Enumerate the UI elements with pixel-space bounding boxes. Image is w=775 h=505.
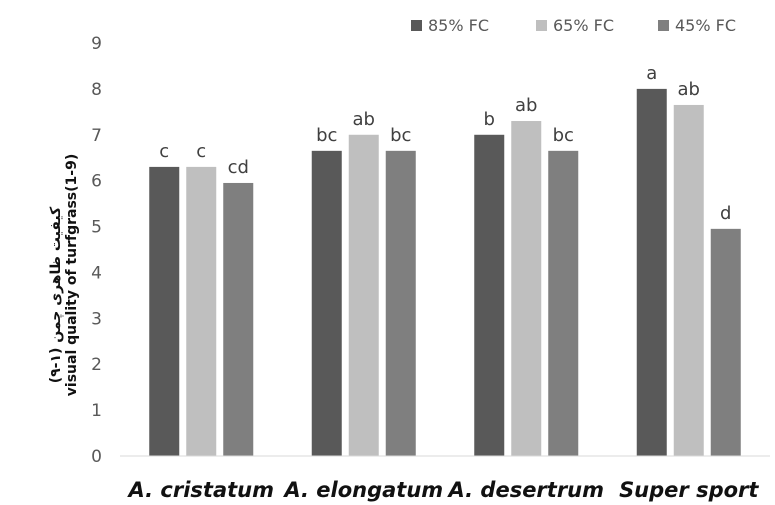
legend: 85% FC 65% FC 45% FC [411,16,736,35]
y-axis-title-fa: کیفیت ظاهری چمن (۱-۹) [48,206,64,383]
y-tick-label: 3 [91,309,102,329]
legend-swatch-85 [411,20,422,31]
bar [311,150,342,457]
legend-swatch-65 [536,20,547,31]
bar-significance-label: ab [678,79,700,100]
bar [348,134,379,456]
y-axis-title: کیفیت ظاهری چمن (۱-۹) visual quality of … [48,154,80,396]
bar-significance-label: bc [390,125,411,146]
bar-significance-label: a [646,63,657,84]
bar [636,88,667,456]
bar [149,166,180,456]
bar [385,150,416,457]
y-axis-ticks: 0 1 2 3 4 5 6 7 8 9 [91,34,102,467]
y-axis-title-en: visual quality of turfgrass(1-9) [64,154,80,396]
y-tick-label: 9 [91,34,102,54]
y-tick-label: 4 [91,263,102,283]
legend-swatch-45 [658,20,669,31]
bar-significance-label: ab [353,109,375,130]
bar-significance-label: bc [316,125,337,146]
bar [673,104,704,456]
bar-significance-label: b [484,109,495,130]
bar-significance-label: ab [515,95,537,116]
x-category-label: A. desertrum [446,478,604,502]
y-tick-label: 2 [91,355,102,375]
legend-label-65: 65% FC [553,16,614,35]
bar [223,182,254,456]
bar [710,228,741,456]
legend-label-45: 45% FC [675,16,736,35]
bar [474,134,505,456]
y-tick-label: 8 [91,80,102,100]
bar-significance-label: bc [553,125,574,146]
bar-significance-label: d [720,203,731,224]
bar-significance-label: c [196,141,206,162]
y-tick-label: 6 [91,172,102,192]
bars [149,88,741,457]
legend-label-85: 85% FC [428,16,489,35]
bar [511,121,542,456]
bar-significance-label: c [159,141,169,162]
x-category-label: A. cristatum [126,478,274,502]
bar-significance-label: cd [228,157,249,178]
y-tick-label: 5 [91,218,102,238]
y-tick-label: 0 [91,447,102,467]
x-axis-categories: A. cristatum A. elongatum A. desertrum Supe… [126,478,759,502]
x-category-label: A. elongatum [282,478,443,502]
y-tick-label: 7 [91,126,102,146]
bar [186,166,217,456]
y-tick-label: 1 [91,401,102,421]
bar [548,150,579,457]
x-category-label: Super sport [619,478,759,502]
